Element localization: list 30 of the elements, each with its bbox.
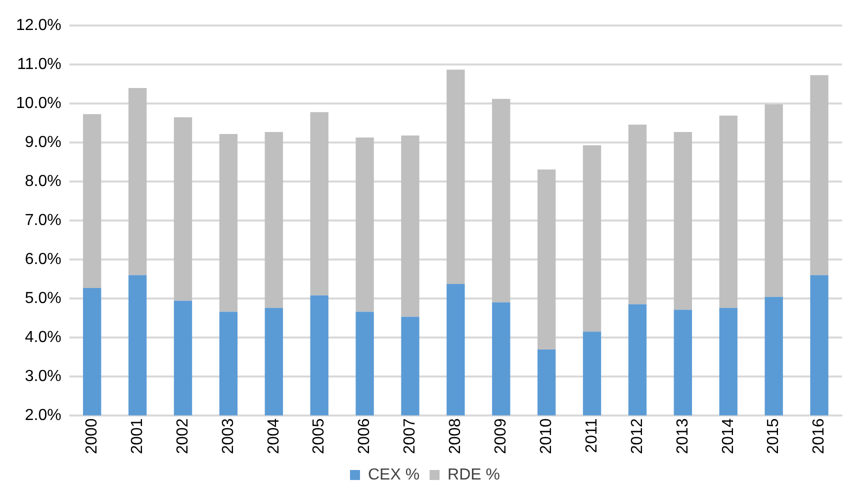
- x-tick-label: 2009: [492, 418, 510, 454]
- y-tick-label: 2.0%: [24, 406, 62, 424]
- x-tick-label: 2013: [674, 418, 692, 454]
- legend-label: CEX %: [368, 466, 420, 484]
- x-tick-label: 2005: [310, 418, 328, 454]
- x-tick-label: 2004: [265, 418, 282, 454]
- x-tick-label: 2007: [402, 418, 419, 454]
- y-tick-label: 8.0%: [24, 172, 62, 190]
- legend-label: RDE %: [448, 466, 500, 484]
- y-tick-label: 3.0%: [24, 368, 62, 385]
- y-tick-label: 4.0%: [24, 328, 62, 346]
- x-tick-label: 2001: [128, 418, 146, 454]
- x-tick-label: 2002: [174, 418, 192, 454]
- x-tick-label: 2015: [765, 418, 782, 454]
- x-tick-label: 2010: [538, 418, 555, 454]
- y-tick-label: 5.0%: [24, 290, 62, 307]
- x-tick-label: 2003: [220, 418, 237, 454]
- x-tick-label: 2016: [810, 418, 828, 454]
- x-tick-label: 2012: [628, 418, 646, 454]
- y-tick-label: 6.0%: [24, 250, 62, 268]
- y-tick-label: 7.0%: [24, 212, 62, 229]
- x-tick-label: 2008: [447, 418, 464, 454]
- y-tick-label: 12.0%: [16, 17, 62, 34]
- y-tick-label: 9.0%: [24, 134, 62, 151]
- x-tick-label: 2014: [720, 418, 737, 454]
- x-tick-label: 2000: [84, 418, 100, 454]
- x-tick-label: 2006: [356, 418, 374, 454]
- y-tick-label: 11.0%: [17, 56, 62, 73]
- y-tick-label: 10.0%: [16, 94, 62, 112]
- x-tick-label: 2011: [583, 418, 600, 453]
